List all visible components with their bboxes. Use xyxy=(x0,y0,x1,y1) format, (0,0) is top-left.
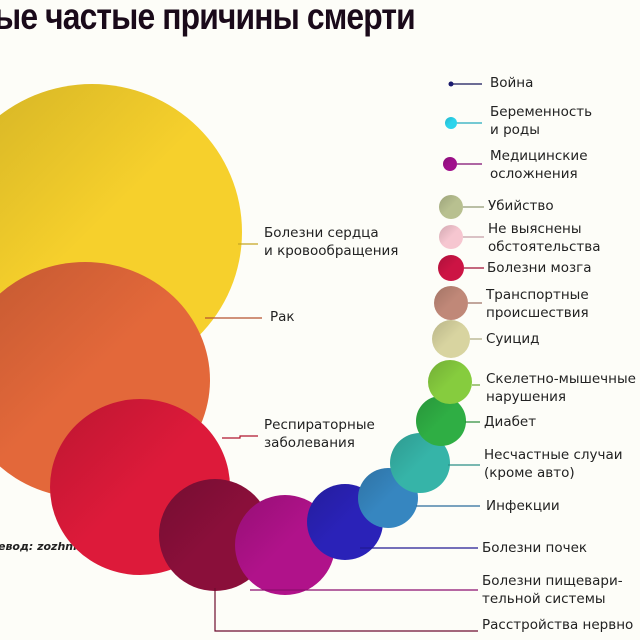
cause-label: Беременность и роды xyxy=(490,104,593,138)
connector-line xyxy=(222,435,258,439)
bubble-16 xyxy=(443,157,457,171)
bubble-11 xyxy=(432,320,470,358)
connector-line xyxy=(214,588,478,632)
bubble-17 xyxy=(445,117,457,129)
cause-label: Диабет xyxy=(484,414,537,430)
page-title: ые частые причины смерти xyxy=(0,0,416,37)
cause-label: Болезни мозга xyxy=(487,260,592,276)
bubble-9 xyxy=(416,396,466,446)
cause-label: Респираторные заболевания xyxy=(264,417,375,451)
bubble-10 xyxy=(428,360,472,404)
bubble-14 xyxy=(439,225,463,249)
cause-label: Болезни сердца и кровообращения xyxy=(264,225,399,259)
cause-label: Рак xyxy=(270,309,295,325)
cause-label: Война xyxy=(490,75,534,91)
cause-label: Болезни почек xyxy=(482,540,588,556)
cause-label: Расстройства нервно xyxy=(482,617,634,633)
bubble-8 xyxy=(390,433,450,493)
cause-label: Медицинские осложнения xyxy=(490,148,588,182)
cause-label: Убийство xyxy=(488,198,554,214)
cause-label: Суицид xyxy=(486,331,540,347)
cause-label: Несчастные случаи (кроме авто) xyxy=(484,447,623,481)
bubble-13 xyxy=(438,255,464,281)
bubble-12 xyxy=(434,286,468,320)
bubble-15 xyxy=(439,195,463,219)
cause-label: Скелетно-мышечные нарушения xyxy=(486,371,636,405)
cause-label: Болезни пищевари- тельной системы xyxy=(482,573,623,607)
bubble-18 xyxy=(448,81,454,87)
cause-label: Не выяснены обстоятельства xyxy=(488,221,601,255)
cause-label: Инфекции xyxy=(486,498,560,514)
cause-label: Транспортные происшествия xyxy=(486,287,589,321)
